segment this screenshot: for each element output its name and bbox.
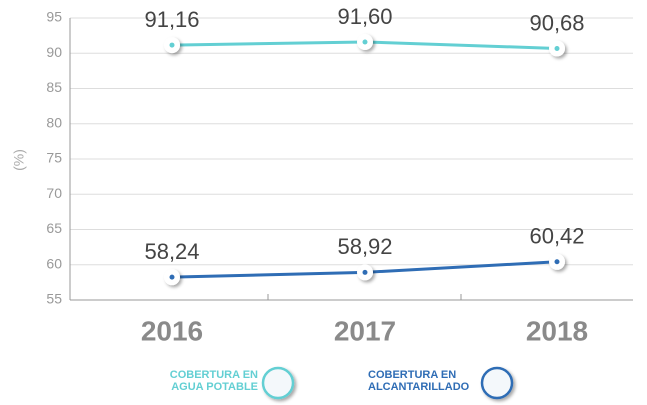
legend-label: COBERTURA EN ALCANTARILLADO xyxy=(368,369,470,393)
y-tick-label: 55 xyxy=(46,291,62,307)
point-center xyxy=(169,42,175,48)
data-label: 91,16 xyxy=(144,7,199,32)
point-center xyxy=(169,274,175,280)
legend-swatch xyxy=(480,366,514,400)
data-label: 91,60 xyxy=(337,4,392,29)
point-center xyxy=(362,269,368,275)
y-tick-label: 60 xyxy=(46,255,62,271)
point-center xyxy=(554,45,560,51)
x-tick-label: 2018 xyxy=(526,315,588,346)
point-center xyxy=(362,39,368,45)
x-tick-label: 2016 xyxy=(141,315,203,346)
y-tick-label: 65 xyxy=(46,220,62,236)
y-tick-label: 90 xyxy=(46,44,62,60)
legend-label: COBERTURA EN AGUA POTABLE xyxy=(169,369,258,393)
y-tick-label: 70 xyxy=(46,185,62,201)
x-tick-label: 2017 xyxy=(334,315,396,346)
y-tick-label: 95 xyxy=(46,9,62,25)
point-center xyxy=(554,259,560,265)
data-label: 58,24 xyxy=(144,239,199,264)
y-axis-label: (%) xyxy=(11,149,27,171)
data-label: 58,92 xyxy=(337,234,392,259)
data-label: 60,42 xyxy=(529,224,584,249)
y-tick-label: 80 xyxy=(46,114,62,130)
data-label: 90,68 xyxy=(529,10,584,35)
y-tick-label: 75 xyxy=(46,150,62,166)
y-tick-label: 85 xyxy=(46,79,62,95)
legend-swatch xyxy=(261,366,295,400)
